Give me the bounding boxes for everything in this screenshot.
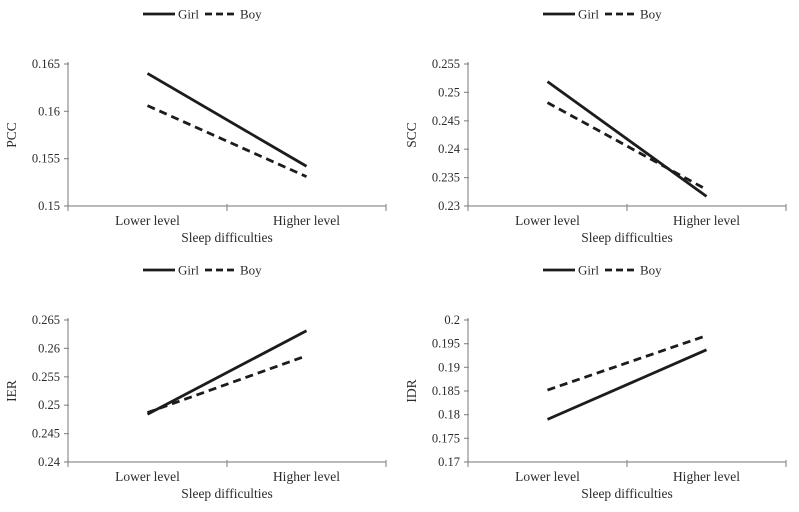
line-chart-scc: Girl Boy 0.23 0.235 0.24 0.245 0.25 0.255 Lower … bbox=[404, 7, 787, 245]
y-axis-title: IER bbox=[4, 380, 19, 402]
y-tick-label: 0.155 bbox=[32, 152, 60, 166]
legend-label-girl: Girl bbox=[178, 263, 199, 278]
y-tick-label: 0.175 bbox=[431, 431, 459, 445]
x-category-label: Lower level bbox=[515, 213, 580, 228]
line-chart-pcc: Girl Boy 0.15 0.155 0.16 0.165 Lower level High… bbox=[4, 7, 387, 245]
x-category-label: Higher level bbox=[672, 469, 739, 484]
x-category-label: Higher level bbox=[273, 213, 340, 228]
chart-panel-scc: Girl Boy 0.23 0.235 0.24 0.245 0.25 0.255 Lower … bbox=[400, 0, 799, 256]
series-line-girl bbox=[146, 72, 308, 168]
y-tick-label: 0.245 bbox=[32, 427, 60, 441]
y-tick-label: 0.255 bbox=[431, 57, 459, 71]
series-line-boy bbox=[146, 104, 308, 178]
y-axis-title: IDR bbox=[404, 379, 419, 402]
y-tick-label: 0.235 bbox=[431, 171, 459, 185]
series-line-girl bbox=[146, 329, 308, 416]
y-tick-label: 0.185 bbox=[431, 384, 459, 398]
y-tick-label: 0.15 bbox=[38, 199, 60, 213]
series-line-boy bbox=[546, 101, 707, 191]
y-tick-label: 0.16 bbox=[38, 104, 60, 118]
x-category-label: Lower level bbox=[115, 213, 180, 228]
y-axis-title: PCC bbox=[4, 122, 19, 148]
chart-panel-pcc: Girl Boy 0.15 0.155 0.16 0.165 Lower level High… bbox=[0, 0, 400, 256]
line-chart-ier: Girl Boy 0.24 0.245 0.25 0.255 0.26 0.265 Lower … bbox=[4, 263, 387, 501]
series-line-boy bbox=[147, 354, 307, 414]
y-tick-label: 0.165 bbox=[32, 57, 60, 71]
x-axis-title: Sleep difficulties bbox=[581, 230, 673, 245]
y-tick-label: 0.245 bbox=[431, 114, 459, 128]
y-tick-label: 0.265 bbox=[32, 313, 60, 327]
x-category-label: Higher level bbox=[273, 469, 340, 484]
y-tick-label: 0.2 bbox=[444, 313, 460, 327]
y-tick-label: 0.25 bbox=[38, 398, 60, 412]
legend-label-girl: Girl bbox=[178, 7, 199, 22]
x-axis-title: Sleep difficulties bbox=[581, 486, 673, 501]
series-line-boy bbox=[546, 334, 707, 392]
y-tick-label: 0.19 bbox=[438, 360, 460, 374]
y-tick-label: 0.25 bbox=[438, 85, 460, 99]
y-tick-label: 0.255 bbox=[32, 370, 60, 384]
y-tick-label: 0.24 bbox=[38, 455, 61, 469]
x-category-label: Lower level bbox=[115, 469, 180, 484]
legend-label-boy: Boy bbox=[640, 263, 662, 278]
line-chart-idr: Girl Boy 0.17 0.175 0.18 0.185 0.19 0.195 0.2 Low… bbox=[404, 263, 787, 501]
x-category-label: Lower level bbox=[515, 469, 580, 484]
legend: Girl Boy bbox=[542, 263, 662, 278]
y-tick-label: 0.195 bbox=[431, 337, 459, 351]
y-tick-label: 0.17 bbox=[438, 455, 460, 469]
legend-label-boy: Boy bbox=[240, 263, 262, 278]
y-tick-label: 0.23 bbox=[438, 199, 460, 213]
legend-label-boy: Boy bbox=[240, 7, 262, 22]
x-category-label: Higher level bbox=[672, 213, 739, 228]
y-tick-label: 0.18 bbox=[438, 408, 460, 422]
x-axis-title: Sleep difficulties bbox=[181, 230, 273, 245]
chart-panel-idr: Girl Boy 0.17 0.175 0.18 0.185 0.19 0.195 0.2 Low… bbox=[400, 256, 799, 512]
y-axis-title: SCC bbox=[404, 122, 419, 148]
legend-label-boy: Boy bbox=[640, 7, 662, 22]
chart-panel-ier: Girl Boy 0.24 0.245 0.25 0.255 0.26 0.265 Lower … bbox=[0, 256, 400, 512]
x-axis-title: Sleep difficulties bbox=[181, 486, 273, 501]
y-tick-label: 0.24 bbox=[438, 142, 461, 156]
legend: Girl Boy bbox=[143, 263, 262, 278]
series-line-girl bbox=[546, 80, 707, 198]
y-tick-label: 0.26 bbox=[38, 341, 60, 355]
legend: Girl Boy bbox=[542, 7, 662, 22]
legend-label-girl: Girl bbox=[578, 7, 599, 22]
series-line-girl bbox=[546, 348, 707, 421]
legend-label-girl: Girl bbox=[578, 263, 599, 278]
legend: Girl Boy bbox=[143, 7, 262, 22]
